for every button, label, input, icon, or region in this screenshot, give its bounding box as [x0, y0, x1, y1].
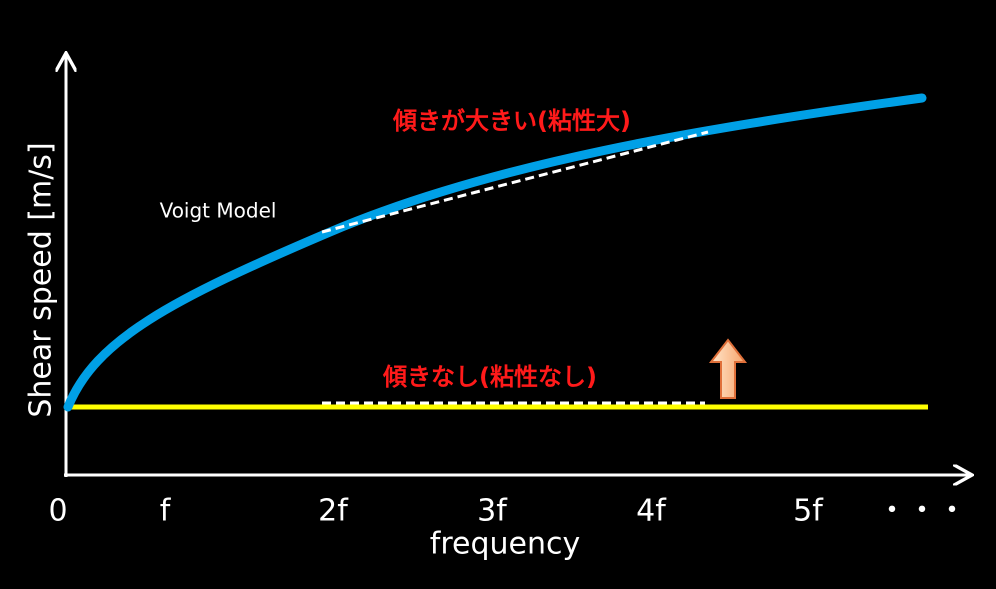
x-tick-label: 5f [793, 494, 824, 529]
tangent-dashed [321, 130, 709, 234]
x-tick-label: ・・・ [877, 494, 967, 529]
steep-annotation: 傾きが大きい(粘性大) [392, 107, 631, 135]
x-tick-label: 3f [477, 494, 508, 529]
voigt-curve [63, 93, 927, 412]
x-tick-label: f [160, 494, 172, 529]
x-tick-label: 0 [48, 494, 67, 529]
model-label: Voigt Model [160, 199, 277, 223]
x-tick-label: 4f [636, 494, 667, 529]
x-axis-label: frequency [430, 527, 580, 562]
up-arrow [708, 338, 748, 399]
y-axis-label: Shear speed [m/s] [24, 142, 59, 417]
x-ticks: 0 f 2f 3f 4f 5f ・・・ [48, 494, 967, 529]
flat-annotation: 傾きなし(粘性なし) [382, 363, 597, 391]
x-tick-label: 2f [318, 494, 349, 529]
